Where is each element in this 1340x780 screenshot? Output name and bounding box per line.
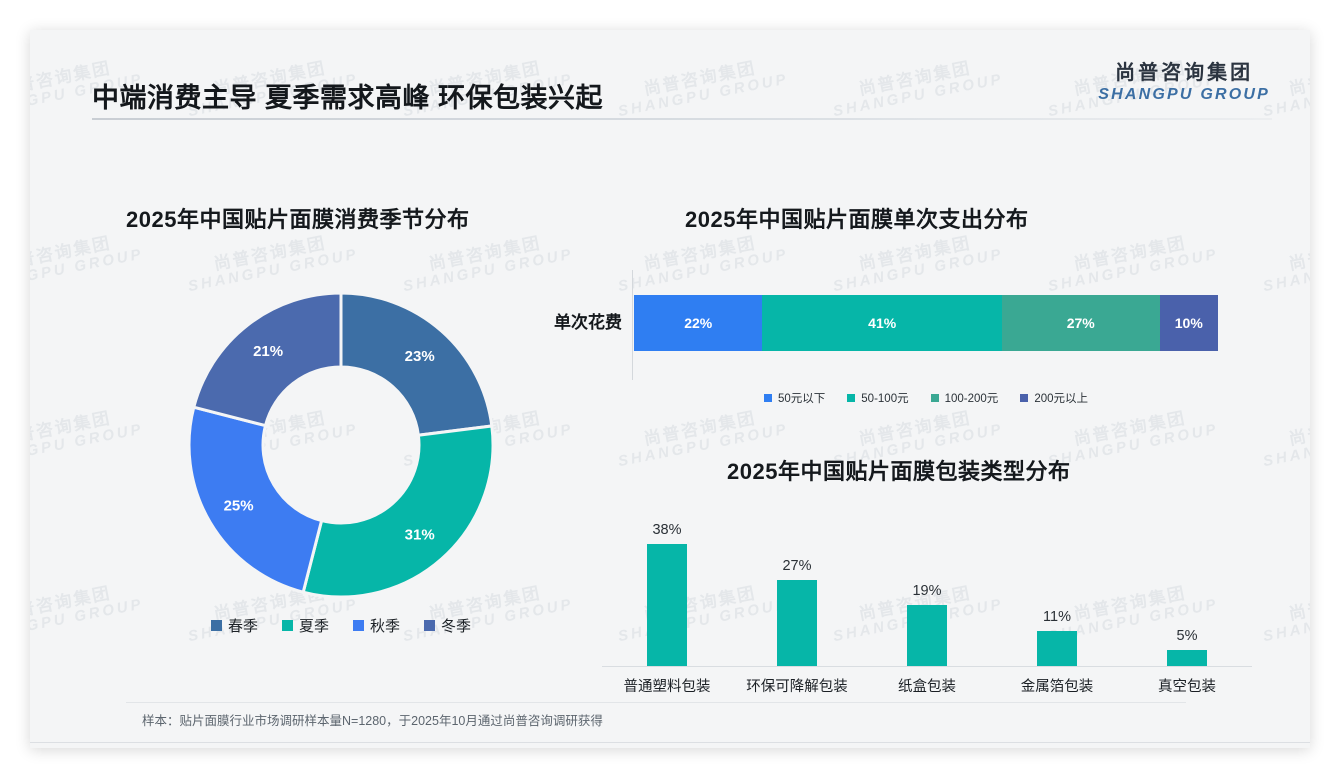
slide-canvas: 尚普咨询集团 SHANGPU GROUP 尚普咨询集团 SHANGPU GROUP 尚普…	[30, 30, 1310, 748]
stacked-legend: 50元以下 50-100元 100-200元 200元以上	[634, 390, 1218, 406]
packaging-bar-column[interactable]: 5%	[1122, 516, 1252, 666]
packaging-bar-value-label: 11%	[1043, 608, 1071, 625]
stacked-segment-50元以下[interactable]: 22%	[634, 295, 763, 351]
packaging-chart-title: 2025年中国贴片面膜包装类型分布	[727, 459, 1071, 484]
stacked-legend-label: 200元以上	[1034, 393, 1088, 405]
packaging-bar-rect[interactable]	[1167, 650, 1207, 666]
stacked-legend-item[interactable]: 100-200元	[930, 390, 999, 406]
donut-legend: 春季 夏季 秋季 冬季	[126, 615, 556, 636]
donut-legend-label: 秋季	[370, 618, 401, 635]
donut-legend-label: 夏季	[298, 618, 329, 635]
packaging-bar-rect[interactable]	[647, 544, 687, 666]
donut-legend-item[interactable]: 冬季	[424, 615, 471, 636]
packaging-bar-column[interactable]: 38%	[602, 516, 732, 666]
stacked-legend-label: 100-200元	[944, 393, 999, 405]
legend-swatch-icon	[281, 620, 293, 631]
logo-english-text: SHANGPU GROUP	[1098, 86, 1270, 103]
packaging-bar-rect[interactable]	[1037, 630, 1077, 666]
logo-chinese-text: 尚普咨询集团	[1115, 62, 1254, 84]
stacked-segment-200元以上[interactable]: 10%	[1159, 295, 1218, 351]
brand-logo: 尚普咨询集团 SHANGPU GROUP	[1098, 62, 1270, 104]
stacked-bar-track: 22% 41% 27% 10%	[634, 295, 1218, 351]
spend-stacked-chart: 单次花费 22% 41% 27% 10% 50元以下 50-100元 100-200元 20…	[530, 270, 1270, 420]
packaging-bar-chart: 38% 27% 19% 11% 5% 普通塑料包装 环保可降解包装 纸盒包装 金属箔包装 真空包…	[590, 500, 1270, 700]
legend-swatch-icon	[353, 620, 364, 631]
donut-legend-item[interactable]: 春季	[210, 615, 258, 636]
packaging-bar-value-label: 5%	[1176, 628, 1198, 644]
donut-slice-秋季[interactable]	[187, 405, 324, 595]
stacked-legend-label: 50-100元	[861, 393, 909, 405]
stacked-legend-item[interactable]: 50元以下	[763, 390, 826, 406]
legend-swatch-icon	[424, 620, 436, 631]
legend-swatch-icon	[930, 394, 939, 402]
legend-swatch-icon	[847, 394, 856, 402]
packaging-category-label: 环保可降解包装	[746, 679, 848, 695]
stacked-chart-title: 2025年中国贴片面膜单次支出分布	[685, 207, 1029, 232]
packaging-category-label: 纸盒包装	[898, 679, 956, 695]
donut-slice-label: 21%	[253, 343, 283, 360]
stacked-category-label: 单次花费	[554, 313, 622, 332]
stacked-segment-100-200元[interactable]: 27%	[1001, 295, 1160, 351]
donut-slice-冬季[interactable]	[191, 291, 343, 428]
slide-header: 中端消费主导 夏季需求高峰 环保包装兴起 尚普咨询集团 SHANGPU GROU…	[30, 30, 1310, 120]
donut-slice-夏季[interactable]	[301, 424, 495, 599]
stacked-legend-label: 50元以下	[777, 393, 826, 405]
header-divider	[92, 118, 1272, 120]
stacked-axis-line	[632, 270, 633, 380]
legend-swatch-icon	[210, 620, 222, 631]
donut-chart-title: 2025年中国贴片面膜消费季节分布	[126, 207, 470, 232]
packaging-baseline-axis	[602, 666, 1252, 667]
donut-legend-label: 春季	[227, 618, 258, 635]
packaging-bars-row: 38% 27% 19% 11% 5%	[602, 516, 1252, 666]
packaging-bar-value-label: 19%	[912, 583, 942, 600]
donut-legend-label: 冬季	[441, 618, 472, 635]
stacked-segment-label: 22%	[684, 315, 713, 331]
season-donut-chart: 23% 31% 25% 21% 春季 夏季 秋季 冬季	[126, 280, 556, 680]
stacked-segment-50-100元[interactable]: 41%	[762, 295, 1002, 351]
footer-divider	[30, 742, 1310, 743]
stacked-segment-label: 41%	[868, 315, 897, 331]
donut-svg: 23% 31% 25% 21%	[187, 291, 495, 599]
legend-swatch-icon	[1020, 394, 1029, 402]
packaging-category-labels: 普通塑料包装 环保可降解包装 纸盒包装 金属箔包装 真空包装	[602, 675, 1252, 696]
footnote-divider	[126, 702, 1186, 703]
packaging-bar-column[interactable]: 27%	[732, 516, 862, 666]
donut-slice-label: 23%	[405, 348, 435, 365]
packaging-category-label: 普通塑料包装	[623, 679, 711, 695]
page-title: 中端消费主导 夏季需求高峰 环保包装兴起	[92, 83, 604, 113]
stacked-segment-label: 27%	[1066, 315, 1095, 331]
legend-swatch-icon	[763, 394, 772, 402]
packaging-bar-rect[interactable]	[777, 579, 817, 666]
packaging-category-label: 金属箔包装	[1020, 679, 1094, 695]
packaging-bar-value-label: 27%	[782, 557, 812, 574]
donut-legend-item[interactable]: 秋季	[353, 615, 400, 636]
packaging-bar-value-label: 38%	[652, 522, 682, 539]
donut-slice-label: 31%	[405, 526, 435, 543]
stacked-legend-item[interactable]: 200元以上	[1020, 390, 1088, 406]
packaging-bar-rect[interactable]	[907, 605, 947, 666]
stacked-legend-item[interactable]: 50-100元	[847, 390, 909, 406]
packaging-bar-column[interactable]: 11%	[992, 516, 1122, 666]
packaging-category-label: 真空包装	[1158, 679, 1216, 695]
donut-slice-label: 25%	[224, 498, 254, 515]
packaging-bar-column[interactable]: 19%	[862, 516, 992, 666]
donut-slice-春季[interactable]	[339, 291, 494, 437]
donut-legend-item[interactable]: 夏季	[281, 615, 329, 636]
sample-footnote: 样本：贴片面膜行业市场调研样本量N=1280，于2025年10月通过尚普咨询调研…	[142, 714, 603, 728]
stacked-segment-label: 10%	[1174, 315, 1203, 331]
